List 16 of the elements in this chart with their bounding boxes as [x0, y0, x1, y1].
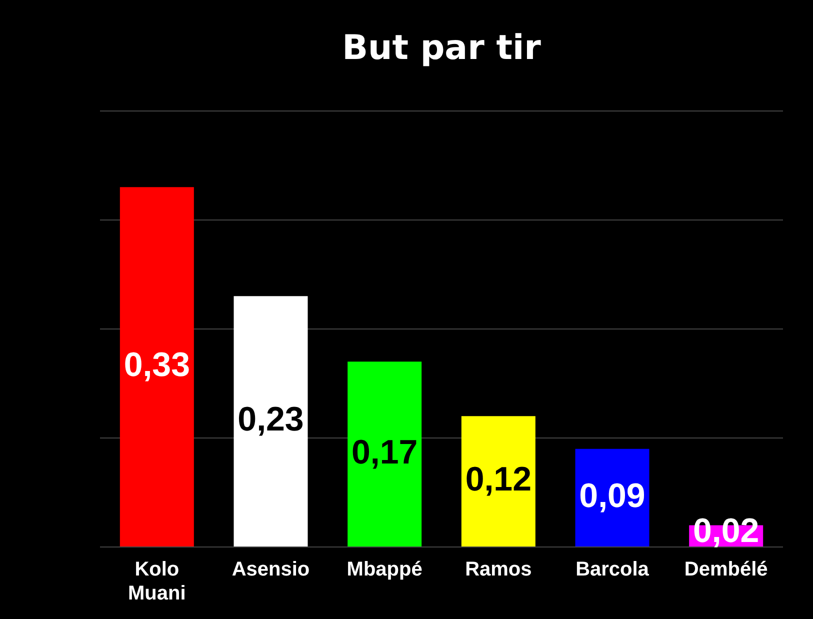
data-label: 0,17: [351, 433, 418, 472]
bar: [461, 416, 536, 546]
x-tick-label: Ramos: [465, 558, 532, 581]
x-tick-label: Barcola: [576, 558, 650, 581]
chart-title: But par tir: [342, 28, 542, 68]
x-tick-label: Dembélé: [684, 558, 768, 581]
data-label: 0,33: [124, 346, 190, 384]
bar: [120, 187, 194, 546]
x-tick-label: Kolo Muani: [128, 558, 186, 605]
bar: [348, 362, 422, 546]
x-tick-label: Asensio: [232, 558, 310, 581]
data-label: 0,09: [579, 477, 646, 516]
bar: [234, 296, 308, 546]
data-label: 0,23: [238, 400, 304, 439]
data-label: 0,12: [465, 460, 532, 499]
x-tick-label: Mbappé: [346, 558, 422, 581]
